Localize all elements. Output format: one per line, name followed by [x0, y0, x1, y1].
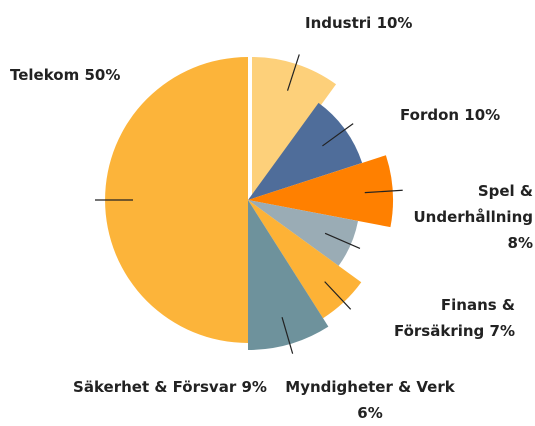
- value-label: 9%: [241, 378, 267, 396]
- pie-slice: [105, 57, 248, 343]
- slice-label: Telekom 50%: [10, 62, 150, 88]
- category-label: Industri: [305, 14, 372, 32]
- slice-label: Myndigheter & Verk 6%: [285, 374, 455, 426]
- category-label: Myndigheter & Verk: [285, 378, 455, 396]
- pie-slice: [248, 200, 329, 350]
- category-label: Telekom: [10, 66, 80, 84]
- value-label: 6%: [357, 404, 383, 422]
- pie-slice: [248, 155, 394, 228]
- pie-slice: [248, 102, 363, 200]
- value-label: 50%: [84, 66, 121, 84]
- slice-label: Spel & Underhållning 8%: [395, 178, 534, 256]
- leader-line: [324, 281, 352, 310]
- leader-line: [286, 54, 300, 91]
- pie-slice: [248, 200, 362, 319]
- slice-label: Finans & Försäkring 7%: [355, 292, 515, 344]
- leader-line: [324, 232, 361, 250]
- value-label: 10%: [376, 14, 413, 32]
- category-label: Säkerhet & Försvar: [73, 378, 237, 396]
- slice-label: Industri 10%: [305, 10, 445, 36]
- pie-slice: [252, 57, 337, 200]
- value-label: 7%: [489, 322, 515, 340]
- leader-line: [322, 123, 354, 147]
- pie-slice: [248, 200, 359, 266]
- leader-line: [281, 316, 294, 354]
- leader-line: [364, 189, 403, 194]
- category-label: Fordon: [400, 106, 460, 124]
- slice-label: Fordon 10%: [400, 102, 530, 128]
- category-label: Finans & Försäkring: [393, 296, 515, 340]
- category-label: Spel & Underhållning: [413, 182, 534, 226]
- slice-label: Säkerhet & Försvar 9%: [60, 374, 280, 400]
- value-label: 10%: [464, 106, 501, 124]
- value-label: 8%: [507, 234, 533, 252]
